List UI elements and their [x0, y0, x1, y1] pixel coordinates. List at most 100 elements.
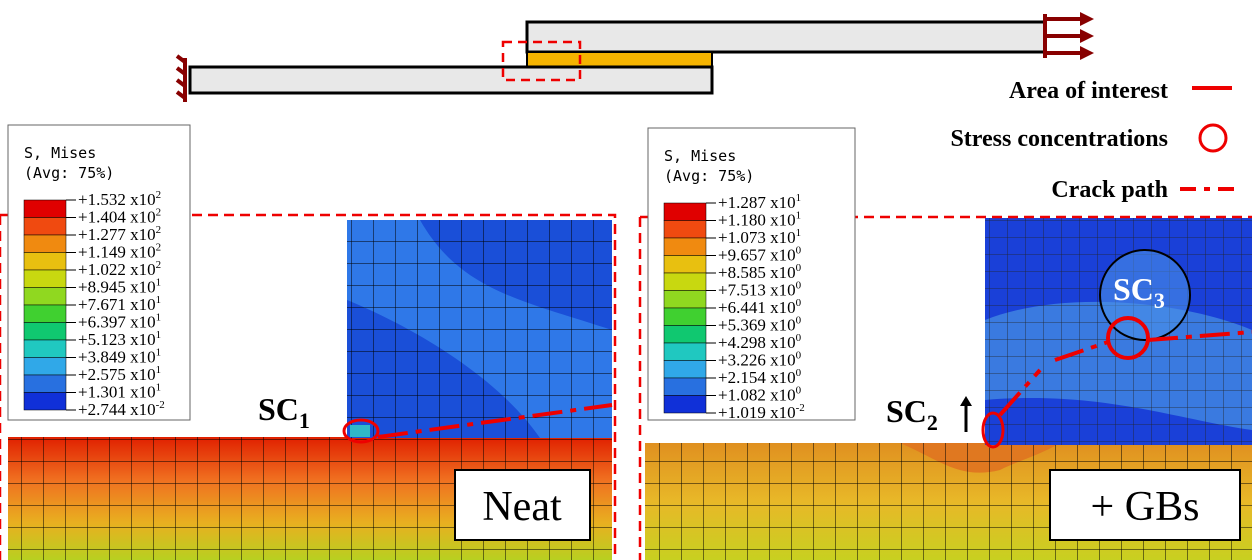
legend-exponent: 1: [796, 227, 802, 239]
legend-value: +6.397 x10: [78, 313, 156, 332]
color-swatch: [664, 273, 706, 291]
legend-label: +1.180 x101: [718, 210, 801, 230]
legend-exponent: 0: [796, 315, 802, 327]
figure: Area of interest Stress concentrations Cra…: [0, 0, 1252, 560]
sc-text: SC: [1113, 271, 1154, 307]
legend-value: +1.180 x10: [718, 211, 796, 230]
legend-exponent: 0: [796, 367, 802, 379]
panel-tag: Neat: [482, 484, 562, 530]
color-swatch: [664, 221, 706, 239]
legend-label: +1.287 x101: [718, 192, 801, 212]
color-swatch: [24, 235, 66, 253]
color-swatch: [24, 253, 66, 271]
color-swatch: [24, 288, 66, 306]
legend-exponent: 2: [156, 242, 162, 254]
key-label: Stress concentrations: [950, 126, 1168, 152]
legend-value: +1.301 x10: [78, 383, 156, 402]
legend-value: +5.123 x10: [78, 330, 156, 349]
legend-label: +6.441 x100: [718, 297, 802, 317]
legend-value: +6.441 x10: [718, 298, 796, 317]
legend-exponent: 1: [156, 277, 162, 289]
legend-exponent: 0: [796, 350, 802, 362]
legend-label: +2.575 x101: [78, 364, 161, 384]
legend-label: +9.657 x100: [718, 245, 802, 265]
legend-exponent: 1: [796, 192, 802, 204]
legend-exponent: 0: [796, 332, 802, 344]
sc-text: SC: [886, 393, 927, 429]
legend-exponent: -2: [796, 402, 805, 414]
sc-subscript: 3: [1154, 288, 1165, 313]
legend-title: (Avg: 75%): [24, 164, 114, 182]
legend-value: +3.226 x10: [718, 351, 796, 370]
color-swatch: [24, 218, 66, 236]
color-swatch: [24, 375, 66, 393]
legend-value: +1.277 x10: [78, 225, 156, 244]
key: [1180, 88, 1234, 189]
legend-label: +3.849 x101: [78, 347, 161, 367]
legend-label: +8.945 x101: [78, 277, 161, 297]
sc-label: SC1: [258, 391, 310, 433]
legend-value: +2.575 x10: [78, 365, 156, 384]
legend-exponent: 0: [796, 280, 802, 292]
legend-exponent: 0: [796, 262, 802, 274]
legend-value: +9.657 x10: [718, 246, 796, 265]
color-swatch: [664, 308, 706, 326]
legend-exponent: 2: [156, 189, 162, 201]
legend-value: +1.404 x10: [78, 208, 156, 227]
legend-label: +7.671 x101: [78, 294, 161, 314]
color-swatch: [664, 361, 706, 379]
color-swatch: [24, 393, 66, 411]
legend-label: +8.585 x100: [718, 262, 802, 282]
color-swatch: [664, 238, 706, 256]
legend-value: +7.671 x10: [78, 295, 156, 314]
legend-exponent: -2: [156, 399, 165, 411]
legend-label: +1.149 x102: [78, 242, 161, 262]
legend-label: +3.226 x100: [718, 350, 802, 370]
legend-value: +1.073 x10: [718, 228, 796, 247]
legend-label: +4.298 x100: [718, 332, 802, 352]
color-swatch: [664, 256, 706, 274]
sc-subscript: 2: [927, 410, 938, 435]
panel-tag: + GBs: [1091, 484, 1200, 530]
legend-value: +3.849 x10: [78, 348, 156, 367]
legend-exponent: 0: [796, 245, 802, 257]
legend-exponent: 1: [156, 347, 162, 359]
legend-exponent: 1: [156, 329, 162, 341]
color-swatch: [24, 200, 66, 218]
legend-exponent: 1: [156, 382, 162, 394]
color-swatch: [664, 343, 706, 361]
legend-value: +1.022 x10: [78, 260, 156, 279]
legend-label: +5.369 x100: [718, 315, 802, 335]
color-swatch: [24, 323, 66, 341]
schematic: [177, 12, 1094, 102]
legend-value: +8.585 x10: [718, 263, 796, 282]
legend-label: +2.154 x100: [718, 367, 802, 387]
legend-label: +1.532 x102: [78, 189, 161, 209]
legend-label: +7.513 x100: [718, 280, 802, 300]
legend-label: +1.022 x102: [78, 259, 161, 279]
legend-value: +5.369 x10: [718, 316, 796, 335]
color-swatch: [664, 326, 706, 344]
legend-value: +2.154 x10: [718, 368, 796, 387]
legend-value: +7.513 x10: [718, 281, 796, 300]
legend-label: +5.123 x101: [78, 329, 161, 349]
legend-value: +8.945 x10: [78, 278, 156, 297]
legend-value: +1.287 x10: [718, 193, 796, 212]
legend-exponent: 2: [156, 207, 162, 219]
legend-label: +2.744 x10-2: [78, 399, 165, 419]
sc-text: SC: [258, 391, 299, 427]
key-label: Crack path: [1051, 177, 1168, 203]
legend-title: (Avg: 75%): [664, 167, 754, 185]
color-swatch: [24, 340, 66, 358]
legend-exponent: 2: [156, 224, 162, 236]
legend-exponent: 1: [156, 294, 162, 306]
color-swatch: [664, 203, 706, 221]
legend-value: +1.082 x10: [718, 386, 796, 405]
legend-value: +1.019 x10: [718, 403, 796, 422]
legend-exponent: 1: [156, 364, 162, 376]
legend-label: +1.082 x100: [718, 385, 802, 405]
legend-title: S, Mises: [24, 144, 96, 162]
key-label: Area of interest: [1009, 78, 1168, 104]
legend-label: +1.073 x101: [718, 227, 801, 247]
legend-label: +1.404 x102: [78, 207, 161, 227]
